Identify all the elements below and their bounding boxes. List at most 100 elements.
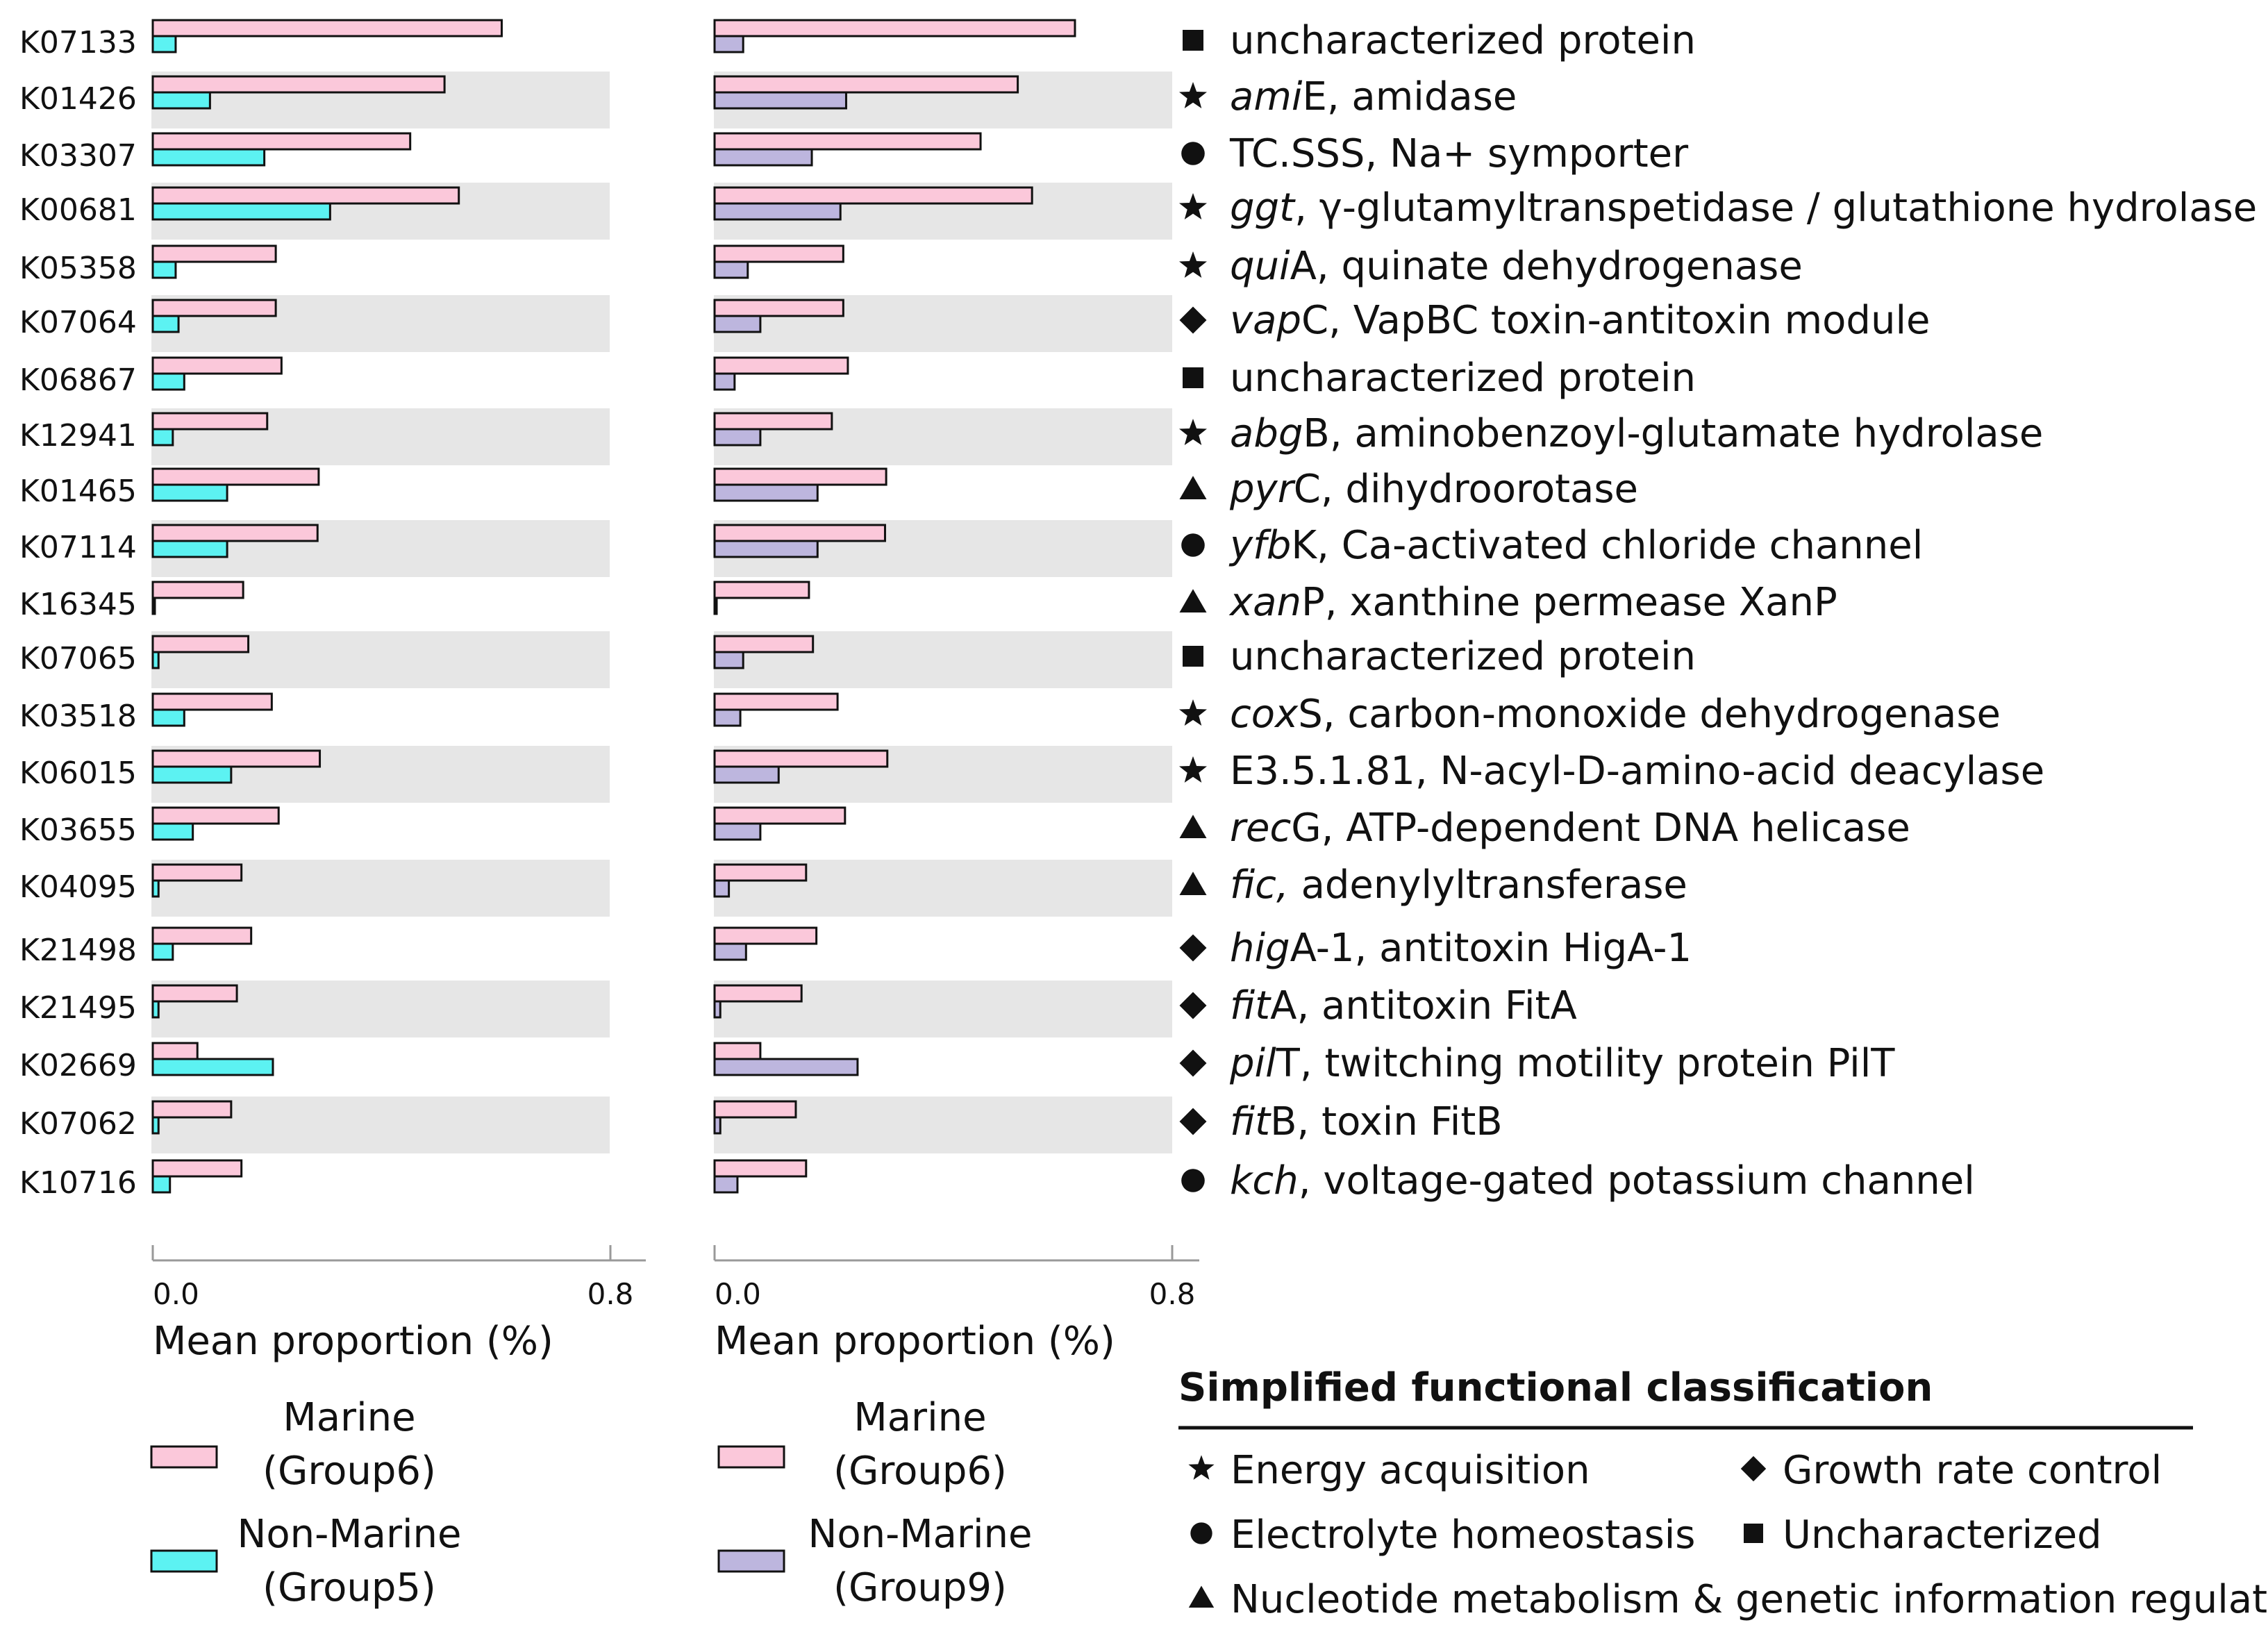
bar-k02669-marine (151, 1042, 199, 1060)
gene-annotation: xanP, xanthine permease XanP (1228, 580, 1837, 625)
triangle-icon (1179, 815, 1207, 838)
category-label: K07062 (19, 1106, 137, 1142)
legend-swatch-marine (717, 1445, 785, 1469)
bar-k04095-marine (151, 863, 243, 882)
gene-annotation: kch, voltage-gated potassium channel (1230, 1158, 1975, 1203)
bar-k21495-non-marine (151, 1000, 160, 1019)
star-icon (1179, 251, 1207, 278)
bar-k07133-marine (713, 19, 1076, 37)
bar-k01426-marine (713, 75, 1019, 94)
category-label: K16345 (19, 587, 137, 622)
gene-symbol: xan (1228, 580, 1301, 625)
gene-description: C, dihydroorotase (1294, 467, 1638, 512)
circle-icon (1181, 142, 1205, 165)
gene-annotation: fitA, antitoxin FitA (1230, 983, 1577, 1028)
gene-annotation: higA-1, antitoxin HigA-1 (1230, 926, 1692, 971)
gene-symbol: fit (1230, 983, 1271, 1028)
star-icon (1179, 193, 1207, 219)
bar-k07133-non-marine (151, 35, 177, 53)
legend-label: (Group5) (262, 1565, 436, 1610)
gene-annotation: TC.SSS, Na+ symporter (1229, 131, 1689, 176)
gene-annotation: yfbK, Ca-activated chloride channel (1228, 523, 1923, 568)
bar-k05358-marine (713, 244, 844, 263)
diamond-icon (1179, 992, 1207, 1019)
bar-k00681-non-marine (713, 202, 842, 221)
gene-description: T, twitching motility protein PilT (1276, 1041, 1896, 1086)
gene-annotation: fic, adenylyltransferase (1230, 862, 1687, 908)
bar-k02669-non-marine (151, 1058, 274, 1076)
category-label: K04095 (19, 869, 137, 905)
category-label: K03307 (19, 138, 137, 174)
bar-k21495-marine (713, 984, 803, 1003)
bar-k07114-marine (151, 524, 319, 542)
bar-k07065-marine (151, 635, 250, 653)
gene-description: adenylyltransferase (1289, 862, 1687, 908)
category-label: K07114 (19, 530, 137, 565)
bar-k07065-non-marine (713, 651, 744, 669)
bar-k21498-marine (151, 926, 253, 945)
bar-k07114-non-marine (713, 540, 819, 558)
bar-k10716-non-marine (713, 1175, 739, 1194)
chart-panel-1: 0.0 0.8 Mean proportion (%) Marine (Group6) N… (150, 19, 646, 1610)
legend-label: (Group6) (833, 1449, 1007, 1494)
bar-k00681-marine (713, 186, 1033, 205)
circle-icon (1181, 1169, 1205, 1192)
bar-k06015-marine (151, 749, 322, 768)
bar-k07062-non-marine (151, 1116, 160, 1135)
category-label: K07133 (19, 25, 137, 60)
bar-k21495-non-marine (713, 1000, 722, 1019)
bar-k06867-non-marine (151, 372, 185, 391)
bar-k03655-non-marine (713, 822, 762, 841)
row-bands (151, 72, 1172, 1153)
bar-k03307-non-marine (151, 148, 266, 167)
classification-item: Growth rate control (1783, 1448, 2162, 1493)
gene-description: B, aminobenzoyl-glutamate hydrolase (1303, 411, 2043, 456)
category-label: K05358 (19, 251, 137, 286)
circle-icon (1181, 533, 1205, 557)
bar-k16345-non-marine (151, 597, 156, 615)
bar-k06867-marine (151, 356, 283, 375)
bar-k07062-marine (151, 1100, 233, 1119)
diamond-icon (1179, 1108, 1207, 1135)
star-icon (1179, 699, 1207, 726)
x-axis-label: Mean proportion (%) (715, 1319, 1115, 1364)
legend-swatch-marine (150, 1445, 218, 1469)
gene-description: B, toxin FitB (1270, 1099, 1503, 1144)
bar-k05358-marine (151, 244, 277, 263)
gene-symbol: vap (1230, 298, 1301, 343)
category-label: K21498 (19, 933, 137, 968)
bar-k07133-non-marine (713, 35, 744, 53)
category-label: K07065 (19, 641, 137, 676)
bar-k06867-marine (713, 356, 849, 375)
category-label: K06867 (19, 362, 137, 398)
bar-k07064-marine (713, 299, 844, 317)
bar-k05358-non-marine (151, 260, 177, 279)
gene-annotation: recG, ATP-dependent DNA helicase (1230, 806, 1910, 851)
gene-description: uncharacterized protein (1230, 634, 1696, 679)
legend: Marine (Group6) Non-Marine (Group5) (150, 1395, 462, 1610)
circle-icon (1190, 1522, 1212, 1544)
bar-k03307-non-marine (713, 148, 813, 167)
bar-k21498-non-marine (151, 942, 174, 961)
bar-k07064-non-marine (151, 315, 180, 333)
bar-k01465-marine (713, 467, 887, 486)
bar-k07064-non-marine (713, 315, 762, 333)
triangle-icon (1188, 1585, 1215, 1608)
gene-annotation: abgB, aminobenzoyl-glutamate hydrolase (1230, 411, 2043, 456)
gene-description: A, quinate dehydrogenase (1290, 244, 1803, 289)
gene-description: E3.5.1.81, N-acyl-D-amino-acid deacylase (1230, 749, 2044, 794)
bar-k10716-marine (713, 1159, 808, 1178)
bar-k03655-marine (151, 806, 280, 825)
bar-k01426-non-marine (713, 91, 847, 110)
bar-k16345-non-marine (713, 597, 718, 615)
bar-k12941-marine (713, 412, 833, 431)
triangle-icon (1179, 476, 1207, 499)
gene-symbol: abg (1230, 411, 1303, 456)
gene-annotation: vapC, VapBC toxin-antitoxin module (1230, 298, 1930, 343)
gene-annotation: pyrC, dihydroorotase (1229, 467, 1638, 512)
gene-symbol: yfb (1228, 523, 1291, 568)
bar-k05358-non-marine (713, 260, 749, 279)
bar-k07062-non-marine (713, 1116, 722, 1135)
gene-symbol: hig (1230, 926, 1290, 971)
